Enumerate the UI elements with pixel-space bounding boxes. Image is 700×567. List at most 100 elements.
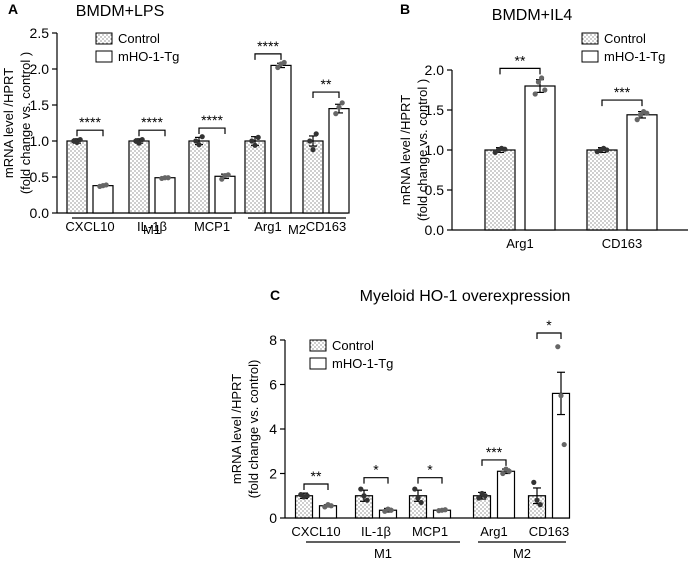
significance-bracket <box>499 67 541 75</box>
significance-stars: **** <box>141 114 163 130</box>
x-tick-label: MCP1 <box>194 219 230 234</box>
data-point <box>136 140 142 146</box>
y-axis-label: mRNA level /HPRT <box>229 374 244 484</box>
legend-swatch <box>309 357 327 370</box>
data-point <box>219 176 225 182</box>
data-point <box>537 502 543 508</box>
data-point <box>313 131 319 137</box>
data-point <box>532 91 538 97</box>
significance-bracket <box>601 99 643 107</box>
data-point <box>412 486 418 492</box>
data-point <box>165 175 171 181</box>
data-point <box>196 142 202 148</box>
significance-stars: ** <box>321 76 332 92</box>
significance-bracket <box>312 91 340 99</box>
data-point <box>139 136 145 143</box>
bar-control <box>128 140 150 214</box>
legend-swatch <box>309 339 327 352</box>
significance-stars: * <box>546 317 552 333</box>
legend-label: Control <box>118 31 160 46</box>
x-tick-label: CD163 <box>529 524 569 539</box>
bar-mho1tg <box>524 85 556 231</box>
significance-bracket <box>363 477 389 484</box>
chart-title: BMDM+IL4 <box>492 7 573 24</box>
data-point <box>531 479 537 485</box>
data-point <box>336 104 342 110</box>
data-point <box>535 79 542 85</box>
data-point <box>252 142 258 148</box>
panel-letter: A <box>8 1 18 17</box>
bar-mho1tg <box>496 470 516 519</box>
x-tick-label: IL-1β <box>137 219 167 234</box>
legend-swatch <box>581 32 599 45</box>
significance-bracket <box>303 483 329 490</box>
legend-swatch <box>95 32 113 45</box>
significance-stars: **** <box>257 38 279 54</box>
significance-bracket <box>198 127 226 135</box>
panel-c: C Myeloid HO-1 overexpression 0 2 4 6 8 mRNA le… <box>229 287 570 561</box>
legend-label: mHO-1-Tg <box>118 49 179 64</box>
data-point <box>281 59 287 66</box>
x-tick-label: Arg1 <box>254 219 281 234</box>
x-tick-label: CXCL10 <box>291 524 340 539</box>
legend-label: mHO-1-Tg <box>332 356 393 371</box>
panel-b: B BMDM+IL4 0.0 0.5 1.0 1.5 2.0 mRNA level /HPRT… <box>398 1 688 251</box>
x-tick-label: Arg1 <box>506 236 533 251</box>
data-point <box>307 138 313 144</box>
data-point <box>542 87 548 93</box>
legend-swatch <box>95 50 113 63</box>
y-tick-label: 1.0 <box>30 133 50 149</box>
data-point <box>77 136 83 143</box>
group-label: M2 <box>288 222 306 237</box>
group-label: M1 <box>374 546 392 561</box>
x-tick-label: CD163 <box>306 219 346 234</box>
legend-label: Control <box>332 338 374 353</box>
data-point <box>534 497 540 503</box>
y-tick-label: 8 <box>269 332 277 348</box>
data-point <box>644 110 650 116</box>
data-point <box>364 497 370 503</box>
significance-stars: **** <box>79 114 101 130</box>
significance-stars: * <box>427 462 433 478</box>
group-label: M1 <box>143 222 161 237</box>
data-point <box>415 495 421 501</box>
y-axis-label: mRNA level /HPRT <box>1 68 16 178</box>
x-tick-label: CD163 <box>602 236 642 251</box>
legend-swatch <box>581 50 599 63</box>
chart-title: BMDM+LPS <box>76 3 164 20</box>
y-tick-label: 0.0 <box>30 205 50 221</box>
y-tick-label: 1.0 <box>425 142 445 158</box>
data-point <box>328 503 334 509</box>
data-point <box>339 100 345 106</box>
data-point <box>333 111 339 117</box>
legend-label: mHO-1-Tg <box>604 49 665 64</box>
y-axis-label-sub: (fold change vs. control ) <box>18 52 33 194</box>
data-point <box>555 344 561 350</box>
data-point <box>604 147 610 153</box>
significance-bracket <box>481 459 507 466</box>
data-point <box>199 134 205 140</box>
data-point <box>637 112 644 118</box>
data-point <box>193 138 199 144</box>
significance-stars: * <box>373 462 379 478</box>
data-point <box>561 441 567 448</box>
y-tick-label: 0.5 <box>425 182 445 198</box>
data-point <box>442 507 448 513</box>
data-point <box>476 495 482 501</box>
y-tick-label: 0 <box>269 510 277 526</box>
panel-a: A BMDM+LPS 0.0 0.5 1.0 1.5 2.0 2.5 mRNA level /H… <box>1 1 350 237</box>
bar-control <box>188 140 210 214</box>
data-point <box>103 182 109 188</box>
data-point <box>539 75 545 81</box>
x-tick-label: Arg1 <box>480 524 507 539</box>
significance-bracket <box>254 53 282 60</box>
significance-stars: ** <box>311 468 322 484</box>
significance-bracket <box>76 129 104 137</box>
significance-bracket <box>138 129 166 137</box>
data-point <box>418 499 424 506</box>
significance-stars: **** <box>201 112 223 128</box>
y-axis-label-sub: (fold change vs. control ) <box>415 79 430 221</box>
bar-control <box>244 140 266 214</box>
bar-mho1tg <box>154 177 176 214</box>
